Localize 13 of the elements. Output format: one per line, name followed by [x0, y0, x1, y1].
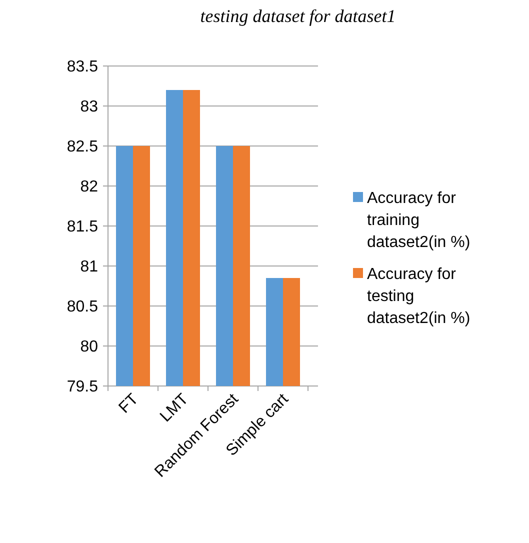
y-tick-label: 82.5 — [66, 138, 98, 156]
y-tick-label: 80.5 — [66, 298, 98, 316]
y-tick-label: 83.5 — [66, 58, 98, 76]
y-tick-label: 81 — [80, 258, 98, 276]
y-tick-label: 82 — [80, 178, 98, 196]
legend-label: Accuracy for training dataset2(in %) — [367, 190, 470, 251]
x-tick-label: FT — [116, 390, 142, 417]
y-tick-label: 79.5 — [66, 378, 98, 396]
chart-title: testing dataset for dataset1 — [200, 6, 396, 26]
y-tick-label: 83 — [80, 98, 98, 116]
legend-label: Accuracy for testing dataset2(in %) — [367, 266, 470, 327]
y-tick-label: 81.5 — [66, 218, 98, 236]
y-tick-label: 80 — [80, 338, 98, 356]
